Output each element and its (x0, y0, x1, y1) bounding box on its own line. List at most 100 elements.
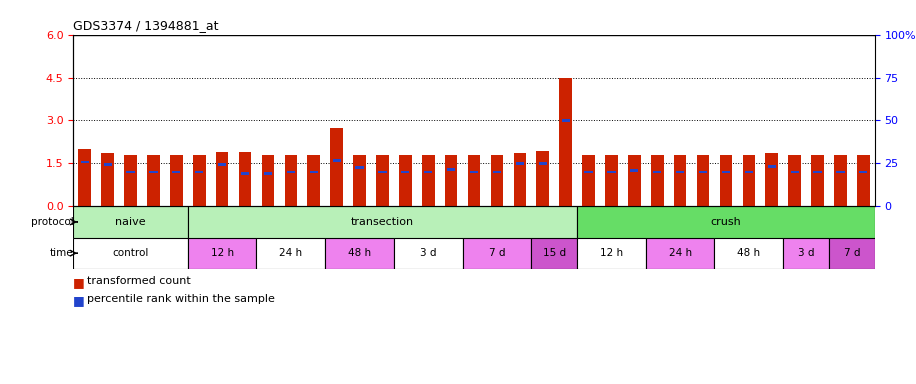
Bar (81, 161, 89, 164)
Text: 7 d: 7 d (844, 248, 860, 258)
Bar (836, 170, 845, 174)
Bar (376, 155, 388, 206)
Bar (424, 170, 432, 174)
Bar (783, 238, 829, 269)
Bar (491, 155, 503, 206)
Bar (104, 164, 112, 166)
Bar (188, 238, 256, 269)
Bar (560, 78, 572, 206)
Text: control: control (113, 248, 148, 258)
Bar (651, 155, 663, 206)
Text: protocol: protocol (31, 217, 73, 227)
Bar (583, 155, 594, 206)
Text: transformed count: transformed count (87, 276, 191, 286)
Bar (516, 162, 524, 165)
Bar (674, 155, 686, 206)
Bar (697, 155, 709, 206)
Bar (628, 155, 640, 206)
Bar (399, 155, 411, 206)
Text: 3 d: 3 d (420, 248, 437, 258)
Text: 24 h: 24 h (279, 248, 302, 258)
Text: ■: ■ (73, 276, 85, 290)
Bar (745, 170, 753, 174)
Text: naive: naive (115, 217, 146, 227)
Bar (722, 170, 730, 174)
Bar (493, 170, 501, 174)
Bar (147, 155, 159, 206)
Text: 7 d: 7 d (488, 248, 506, 258)
Bar (218, 164, 226, 166)
Text: transection: transection (351, 217, 414, 227)
Bar (264, 172, 272, 175)
Bar (149, 170, 158, 174)
Text: 48 h: 48 h (737, 248, 760, 258)
Bar (401, 170, 409, 174)
Bar (539, 162, 547, 165)
Bar (188, 206, 577, 238)
Bar (325, 238, 394, 269)
Bar (531, 238, 577, 269)
Bar (285, 155, 297, 206)
Bar (193, 155, 205, 206)
Bar (829, 238, 875, 269)
Bar (813, 170, 822, 174)
Bar (584, 170, 593, 174)
Text: 12 h: 12 h (600, 248, 623, 258)
Bar (394, 238, 463, 269)
Bar (73, 206, 188, 238)
Text: ■: ■ (73, 294, 85, 307)
Bar (378, 170, 387, 174)
Text: time: time (49, 248, 73, 258)
Bar (714, 238, 783, 269)
Bar (607, 170, 616, 174)
Bar (768, 165, 776, 168)
Bar (720, 155, 732, 206)
Bar (646, 238, 714, 269)
Text: GDS3374 / 1394881_at: GDS3374 / 1394881_at (73, 19, 219, 32)
Bar (241, 172, 249, 175)
Bar (308, 155, 320, 206)
Text: 48 h: 48 h (348, 248, 371, 258)
Bar (287, 170, 295, 174)
Bar (812, 155, 823, 206)
Bar (256, 238, 325, 269)
Bar (333, 159, 341, 162)
Bar (834, 155, 846, 206)
Text: 15 d: 15 d (542, 248, 566, 258)
Text: 24 h: 24 h (669, 248, 692, 258)
Bar (79, 149, 91, 206)
Bar (514, 153, 526, 206)
Bar (766, 153, 778, 206)
Bar (447, 168, 455, 170)
Bar (857, 155, 869, 206)
Bar (195, 170, 203, 174)
Text: 3 d: 3 d (798, 248, 814, 258)
Bar (791, 170, 799, 174)
Bar (262, 155, 274, 206)
Bar (445, 155, 457, 206)
Bar (331, 127, 343, 206)
Bar (239, 152, 251, 206)
Bar (126, 170, 135, 174)
Bar (577, 206, 875, 238)
Bar (422, 155, 434, 206)
Bar (73, 238, 188, 269)
Bar (355, 166, 364, 169)
Bar (743, 155, 755, 206)
Bar (170, 155, 182, 206)
Bar (562, 119, 570, 122)
Text: 12 h: 12 h (211, 248, 234, 258)
Bar (653, 170, 661, 174)
Bar (859, 170, 867, 174)
Bar (216, 152, 228, 206)
Bar (789, 155, 801, 206)
Text: percentile rank within the sample: percentile rank within the sample (87, 294, 275, 304)
Bar (676, 170, 684, 174)
Bar (354, 155, 365, 206)
Bar (605, 155, 617, 206)
Bar (630, 169, 638, 172)
Bar (537, 151, 549, 206)
Bar (463, 238, 531, 269)
Bar (172, 170, 180, 174)
Bar (310, 170, 318, 174)
